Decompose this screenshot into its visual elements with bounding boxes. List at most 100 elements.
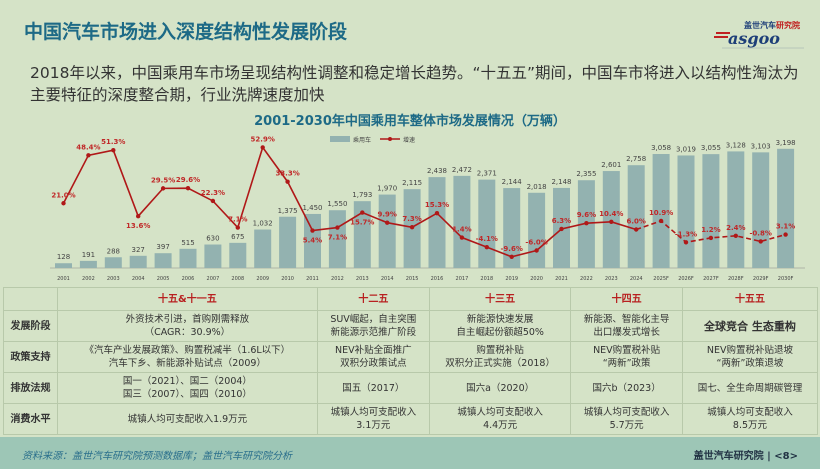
table-cell: 外资技术引进，首购刚需释放 （CAGR：30.9%） [57,310,318,342]
x-tick-2009: 2009 [256,276,269,282]
table-cell: NEV购置税补贴 “两新”政策 [570,341,683,373]
column-header: 十二五 [316,287,430,311]
cell-line: 城镇人均可支配收入 [707,407,793,418]
cell-line: 5.7万元 [609,420,644,431]
table-cell: 国六b（2023） [570,372,683,404]
column-header: 十三五 [428,287,572,311]
growth-point-2002 [86,153,91,158]
bar-2007 [204,244,222,268]
growth-point-2017 [459,235,465,240]
bar-2014 [378,194,396,268]
growth-point-2012 [335,225,340,230]
bar-label-2027F: 3,055 [701,144,721,152]
x-tick-2023: 2023 [605,276,618,282]
growth-point-2016 [434,211,440,216]
cell-line: 城镇人均可支配收入 [330,407,417,418]
growth-label-2014: 9.9% [377,211,396,219]
growth-label-2004: 13.6% [126,222,150,230]
table-cell: 城镇人均可支配收入 4.4万元 [428,403,572,435]
x-tick-2003: 2003 [107,276,120,282]
growth-label-2028F: 2.4% [726,224,745,232]
column-header: 十五&十一五 [57,287,318,311]
growth-point-2025F [658,218,664,224]
bar-2029F [752,152,770,268]
x-tick-2006: 2006 [182,276,195,282]
growth-label-2017: 1.4% [452,226,471,234]
growth-line [62,145,637,258]
chart-title: 2001-2030年中国乘用车整体市场发展情况（万辆） [254,114,566,129]
bar-label-2012: 1,550 [327,200,347,208]
cell-line: 8.5万元 [732,420,768,431]
growth-label-2007: 22.3% [201,189,225,197]
table-cell: SUV崛起，自主突围 新能源示范推广阶段 [316,310,430,342]
growth-point-2028F [733,233,738,238]
bar-label-2014: 1,970 [377,185,397,193]
bar-2020 [528,192,546,268]
x-tick-2026F: 2026F [678,276,694,282]
bar-label-2009: 1,032 [253,220,273,228]
bar-2028F [727,151,745,268]
growth-label-2001: 21.0% [51,191,75,199]
cell-line: “两新”政策退坡 [716,358,784,369]
x-tick-2007: 2007 [207,276,220,282]
bar-label-2018: 2,371 [477,170,497,178]
bar-2025F [652,154,670,268]
cell-line: 城镇人均可支配收入1.9万元 [127,413,248,425]
market-chart: 128 2001 191 2002 288 2003 327 2004 397 2005 515 20… [50,135,805,282]
table-cell: 《汽车产业发展政策》、购置税减半（1.6L以下） 汽车下乡、新能源补贴试点（200… [57,341,318,373]
bar-label-2029F: 3,103 [751,142,771,150]
growth-label-2003: 51.3% [101,138,125,146]
x-tick-2021: 2021 [555,276,568,282]
bar-2004 [129,255,147,268]
growth-label-2011: 5.4% [303,237,322,245]
growth-label-2002: 48.4% [76,143,100,151]
cell-line: NEV补贴全面推广 [335,345,412,356]
growth-label-2026F: -1.3% [675,230,697,238]
bar-label-2024: 2,758 [626,155,646,163]
cell-line: 城镇人均可支配收入 [583,407,670,418]
growth-label-2006: 29.6% [176,176,200,184]
bar-label-2021: 2,148 [551,178,571,186]
cell-line: 双积分政策试点 [340,358,407,369]
growth-point-2007 [210,198,216,204]
growth-label-2018: -4.1% [476,235,498,243]
growth-label-2013: 15.7% [350,219,374,227]
cell-line: 新能源快速发展 [466,314,534,325]
cell-line: 双积分正式实施（2018） [445,358,555,369]
bar-label-2023: 2,601 [601,161,621,169]
table-cell: 国七、全生命周期碳管理 [681,372,819,404]
table-row: 消费水平 城镇人均可支配收入1.9万元 城镇人均可支配收入 3.1万元 城镇人均可支配收… [3,403,819,435]
table-cell: 新能源快速发展 自主崛起份额超50% [428,310,572,342]
growth-point-2005 [160,186,166,191]
cell-line: 外资技术引进，首购刚需释放 [125,314,250,325]
bar-label-2007: 630 [206,235,219,243]
table-cell: 城镇人均可支配收入 5.7万元 [570,403,683,435]
cell-line: 国五（2017） [342,382,405,394]
table-cell: 新能源、智能化主导 出口爆发式增长 [570,310,683,342]
table-cell: 国一（2021）、国二（2004） 国三（2007）、国四（2010） [57,372,318,404]
source-note: 资料来源：盖世汽车研究院预测数据库；盖世汽车研究院分析 [22,451,292,462]
table-cell: NEV购置税补贴退坡 “两新”政策退坡 [681,341,819,373]
cell-line: 4.4万元 [483,420,518,431]
bar-2017 [453,175,471,268]
legend-bar-swatch [330,136,350,142]
cell-line: 城镇人均可支配收入 [457,407,543,418]
growth-label-2010: 33.3% [275,170,299,178]
growth-label-2023: 10.4% [599,210,623,218]
bar-label-2001: 128 [57,253,70,261]
growth-label-2024: 6.0% [626,218,645,226]
x-tick-2017: 2017 [456,276,469,282]
x-tick-2027F: 2027F [703,276,719,282]
x-tick-2001: 2001 [57,276,70,282]
bar-label-2005: 397 [156,243,169,251]
growth-point-2011 [310,228,315,233]
growth-label-2008: 7.1% [228,216,247,224]
table-row: 政策支持 《汽车产业发展政策》、购置税减半（1.6L以下） 汽车下乡、新能源补贴试点… [3,341,819,373]
row-label: 政策支持 [3,341,58,373]
cell-line: 新能源、智能化主导 [583,314,670,325]
bar-label-2015: 2,115 [402,179,422,187]
bar-2006 [179,248,197,268]
bar-2002 [79,260,97,268]
bar-2011 [304,213,321,268]
bar-2018 [478,179,496,268]
